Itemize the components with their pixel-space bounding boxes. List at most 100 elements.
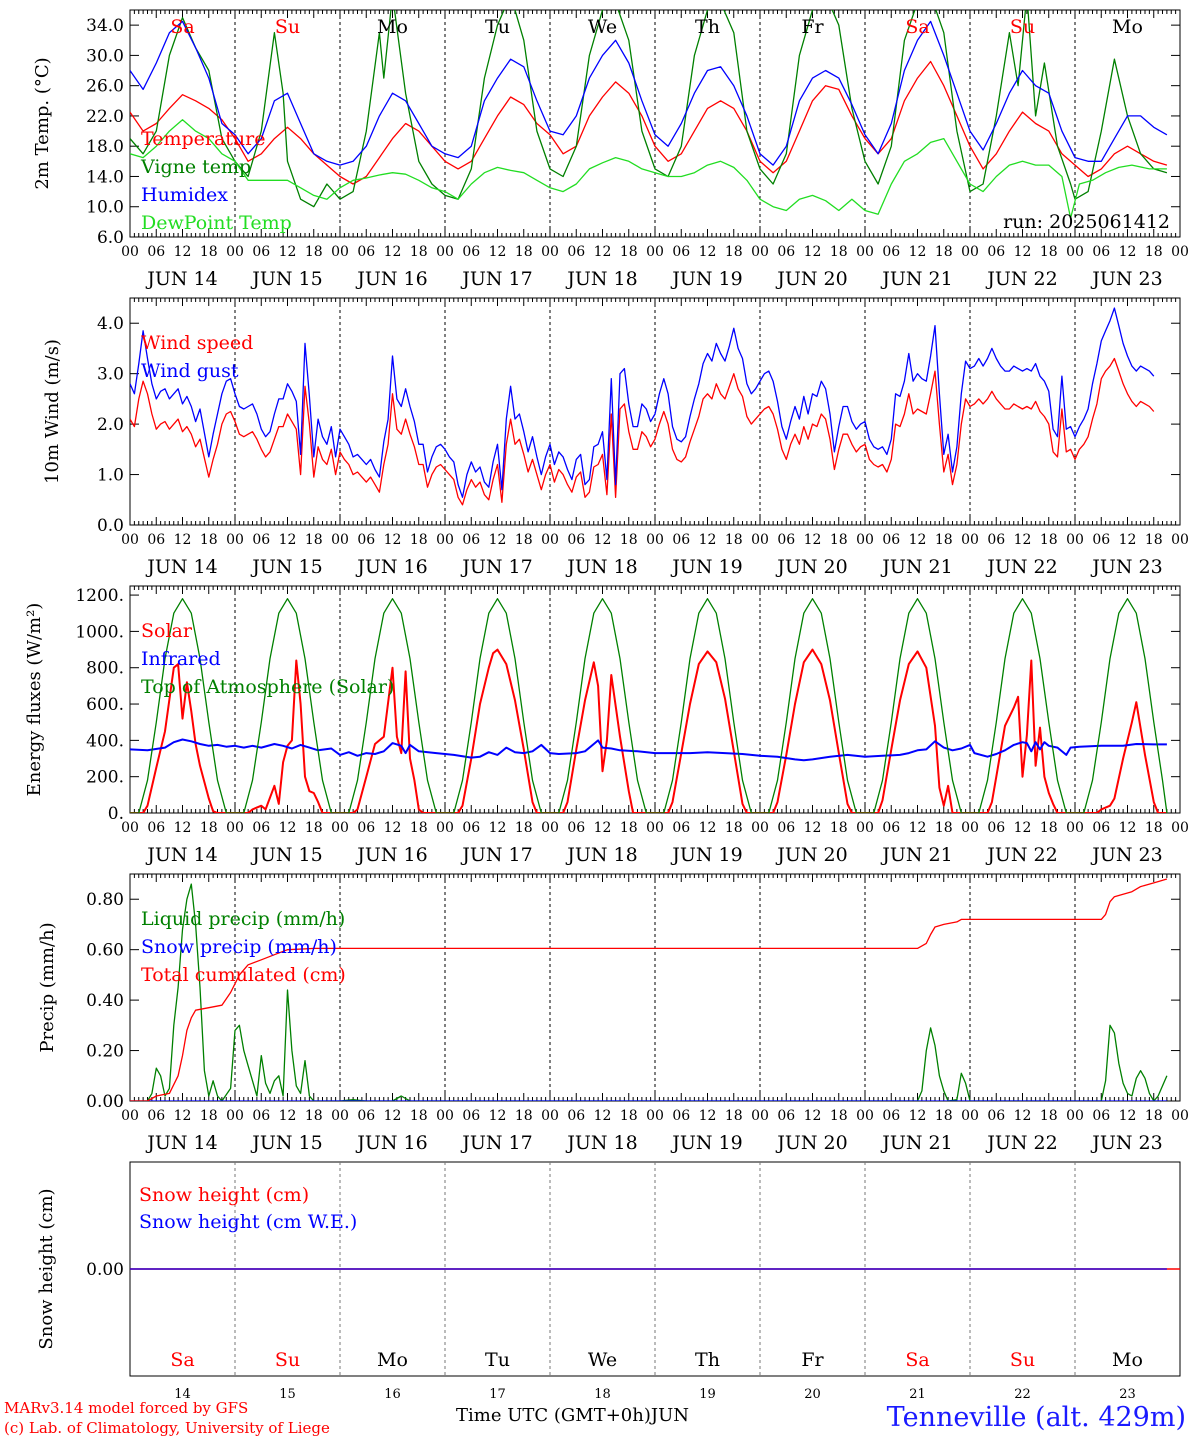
hour-tick-label: 18 (935, 532, 953, 548)
hour-tick-label: 12 (594, 532, 612, 548)
hour-tick-label: 12 (489, 244, 507, 260)
hour-tick-label: 18 (200, 1108, 218, 1124)
y-tick-label: 200. (86, 768, 124, 788)
weekday-label-top: We (588, 16, 617, 38)
hour-tick-label: 00 (961, 532, 979, 548)
y-tick-label: 0.20 (86, 1042, 124, 1062)
hour-tick-label: 00 (1066, 532, 1084, 548)
hour-tick-label: 12 (174, 244, 192, 260)
hour-tick-label: 06 (987, 820, 1005, 836)
legend-entry: Humidex (141, 184, 228, 206)
hour-tick-label: 00 (226, 244, 244, 260)
hour-tick-label: 18 (515, 532, 533, 548)
y-axis-label: Energy fluxes (W/m²) (24, 603, 45, 797)
hour-tick-label: 06 (777, 532, 795, 548)
hour-tick-label: 00 (1171, 820, 1189, 836)
hour-tick-label: 00 (121, 532, 139, 548)
hour-tick-label: 00 (856, 1108, 874, 1124)
hour-tick-label: 18 (410, 1108, 428, 1124)
hour-tick-label: 06 (987, 1108, 1005, 1124)
hour-tick-label: 06 (252, 244, 270, 260)
date-label: JUN 19 (670, 556, 742, 578)
weekday-label-top: Fr (801, 16, 824, 38)
hour-tick-label: 12 (594, 1108, 612, 1124)
date-label: JUN 19 (670, 268, 742, 290)
hour-tick-label: 18 (200, 532, 218, 548)
hour-tick-label: 12 (279, 1108, 297, 1124)
y-tick-label: 0.00 (86, 1092, 124, 1112)
hour-tick-label: 00 (541, 244, 559, 260)
weekday-label-bottom: Fr (801, 1349, 824, 1371)
y-tick-label: 2.0 (97, 415, 124, 435)
hour-tick-label: 00 (226, 532, 244, 548)
hour-tick-label: 18 (515, 820, 533, 836)
copyright-credit: (c) Lab. of Climatology, University of L… (4, 1419, 330, 1437)
hour-tick-label: 06 (567, 1108, 585, 1124)
hour-tick-label: 06 (462, 820, 480, 836)
y-tick-label: 34.0 (86, 16, 124, 36)
y-tick-label: 0.40 (86, 991, 124, 1011)
hour-tick-label: 00 (856, 532, 874, 548)
hour-tick-label: 00 (436, 532, 454, 548)
hour-tick-label: 18 (725, 244, 743, 260)
day-number: 21 (909, 1387, 926, 1402)
hour-tick-label: 18 (725, 820, 743, 836)
hour-tick-label: 00 (646, 820, 664, 836)
hour-tick-label: 00 (541, 1108, 559, 1124)
y-axis-label: Snow height (cm) (36, 1188, 57, 1349)
y-tick-label: 0.80 (86, 890, 124, 910)
panel-3: 0. 200. 400. 600. 800. 1000. 1200. Energy fluxe… (24, 585, 1189, 866)
hour-tick-label: 00 (331, 1108, 349, 1124)
hour-tick-label: 00 (751, 1108, 769, 1124)
date-label: JUN 21 (880, 844, 952, 866)
hour-tick-label: 06 (777, 244, 795, 260)
hour-tick-label: 18 (1040, 1108, 1058, 1124)
series-line-vigne-temp (130, 10, 1168, 208)
hour-tick-label: 00 (751, 244, 769, 260)
date-label: JUN 23 (1090, 1132, 1162, 1154)
hour-tick-label: 18 (200, 820, 218, 836)
weekday-label-top: Sa (905, 16, 929, 38)
series-line-wind-speed (130, 357, 1155, 506)
hour-tick-label: 18 (515, 1108, 533, 1124)
legend-entry: Top of Atmosphere (Solar) (141, 676, 394, 698)
hour-tick-label: 06 (357, 244, 375, 260)
hour-tick-label: 18 (830, 532, 848, 548)
hour-tick-label: 00 (331, 532, 349, 548)
date-label: JUN 22 (985, 1132, 1057, 1154)
legend-entry: Temperature (141, 128, 265, 150)
hour-tick-label: 18 (935, 820, 953, 836)
hour-tick-label: 18 (620, 820, 638, 836)
hour-tick-label: 06 (252, 820, 270, 836)
hour-tick-label: 18 (305, 532, 323, 548)
hour-tick-label: 18 (620, 244, 638, 260)
hour-tick-label: 12 (1014, 244, 1032, 260)
hour-tick-label: 12 (489, 1108, 507, 1124)
hour-tick-label: 12 (1119, 820, 1137, 836)
hour-tick-label: 18 (935, 244, 953, 260)
hour-tick-label: 12 (804, 244, 822, 260)
legend-entry: Infrared (141, 648, 221, 670)
weekday-label-bottom: Mo (377, 1349, 408, 1371)
hour-tick-label: 18 (830, 244, 848, 260)
date-label: JUN 20 (775, 1132, 847, 1154)
y-axis-label: 2m Temp. (°C) (32, 57, 53, 189)
date-label: JUN 20 (775, 556, 847, 578)
hour-tick-label: 06 (1092, 820, 1110, 836)
hour-tick-label: 12 (699, 532, 717, 548)
hour-tick-label: 06 (882, 532, 900, 548)
weekday-label-top: Th (695, 16, 720, 38)
hour-tick-label: 18 (1040, 820, 1058, 836)
y-tick-label: 0.0 (97, 516, 124, 536)
date-label: JUN 20 (775, 844, 847, 866)
hour-tick-label: 12 (804, 1108, 822, 1124)
hour-tick-label: 06 (462, 1108, 480, 1124)
weekday-label-top: Sa (170, 16, 194, 38)
hour-tick-label: 12 (1014, 820, 1032, 836)
y-tick-label: 18.0 (86, 137, 124, 157)
legend-entry: Total cumulated (cm) (141, 964, 346, 986)
hour-tick-label: 06 (357, 1108, 375, 1124)
date-label: JUN 22 (985, 268, 1057, 290)
day-number: 17 (489, 1387, 506, 1402)
y-tick-label: 22.0 (86, 107, 124, 127)
